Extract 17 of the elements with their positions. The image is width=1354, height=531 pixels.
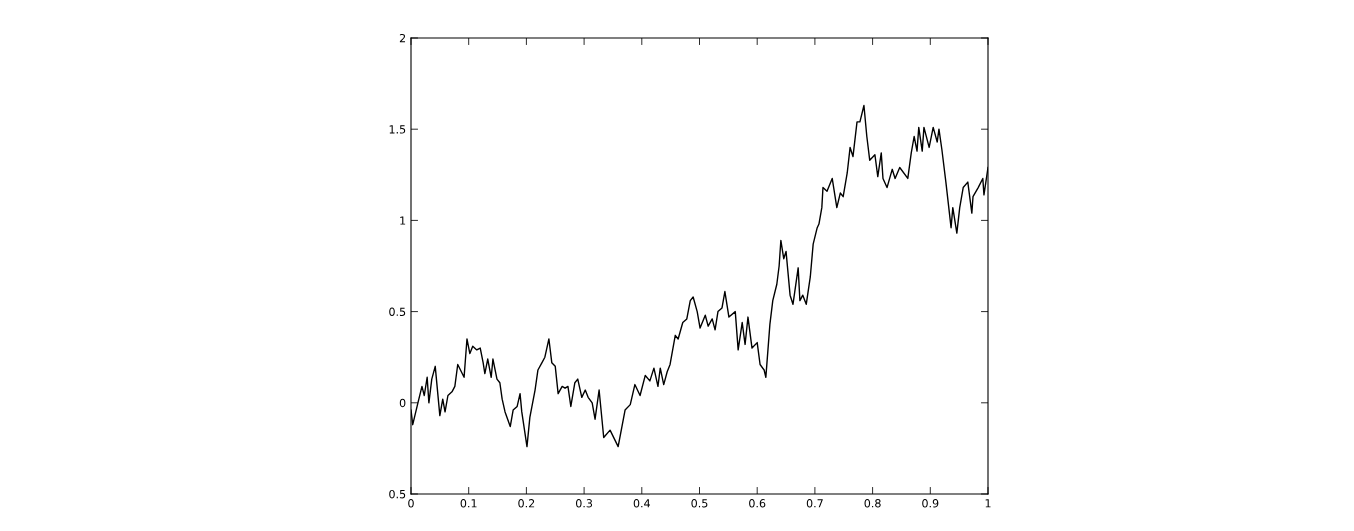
x-tick-label: 0.9 bbox=[922, 499, 939, 508]
x-tick-label: 0.3 bbox=[576, 499, 593, 508]
x-tick-label: 1 bbox=[985, 499, 991, 508]
x-tick-label: 0.8 bbox=[864, 499, 881, 508]
x-tick-label: 0.6 bbox=[749, 499, 766, 508]
x-tick-label: 0.1 bbox=[460, 499, 477, 508]
x-tick-label: 0.5 bbox=[691, 499, 708, 508]
y-tick-label: 0 bbox=[399, 398, 406, 408]
y-tick-label: 0.5 bbox=[389, 307, 406, 316]
y-tick-label: 1 bbox=[400, 216, 406, 225]
x-tick-label: 0.7 bbox=[806, 499, 823, 508]
x-tick-label: 0.4 bbox=[633, 499, 651, 508]
y-tick-label: 2 bbox=[399, 33, 406, 43]
y-tick-label: 0.5 bbox=[389, 489, 406, 499]
x-tick-label: 0 bbox=[408, 499, 414, 508]
x-tick-label: 0.2 bbox=[518, 499, 535, 508]
y-tick-label: 1.5 bbox=[389, 125, 406, 134]
